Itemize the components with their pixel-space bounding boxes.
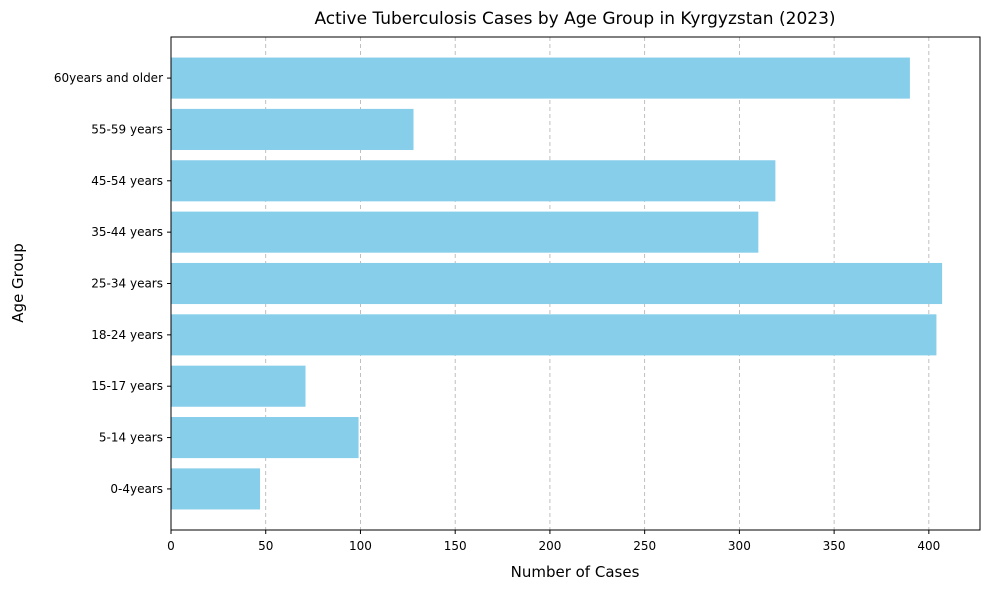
y-tick-label: 60years and older bbox=[54, 71, 163, 85]
y-tick-label: 45-54 years bbox=[91, 174, 163, 188]
y-tick-label: 0-4years bbox=[110, 482, 163, 496]
bars bbox=[171, 57, 943, 510]
bar bbox=[171, 262, 943, 305]
x-tick-label: 200 bbox=[538, 539, 561, 553]
chart-title: Active Tuberculosis Cases by Age Group i… bbox=[314, 9, 835, 29]
y-tick-label: 55-59 years bbox=[91, 122, 163, 136]
x-axis-label: Number of Cases bbox=[511, 563, 640, 581]
x-tick-label: 50 bbox=[258, 539, 273, 553]
bar bbox=[171, 160, 776, 202]
x-tick-label: 100 bbox=[349, 539, 372, 553]
y-axis-label: Age Group bbox=[9, 243, 27, 322]
bar bbox=[171, 468, 261, 510]
bar bbox=[171, 365, 306, 407]
x-tick-label: 350 bbox=[823, 539, 846, 553]
y-tick-label: 15-17 years bbox=[91, 379, 163, 393]
bar bbox=[171, 417, 359, 459]
x-tick-label: 150 bbox=[444, 539, 467, 553]
y-tick-label: 18-24 years bbox=[91, 328, 163, 342]
bar bbox=[171, 57, 910, 99]
x-tick-label: 250 bbox=[633, 539, 656, 553]
ticks: 0 50 100 150 200 250 300 350 400 0-4years 5-14 yea… bbox=[54, 71, 940, 553]
bar bbox=[171, 314, 937, 356]
x-tick-label: 0 bbox=[167, 539, 175, 553]
y-tick-label: 35-44 years bbox=[91, 225, 163, 239]
y-tick-label: 25-34 years bbox=[91, 277, 163, 291]
x-tick-label: 400 bbox=[917, 539, 940, 553]
y-tick-label: 5-14 years bbox=[99, 431, 163, 445]
x-tick-label: 300 bbox=[728, 539, 751, 553]
bar bbox=[171, 211, 759, 253]
bar bbox=[171, 108, 414, 150]
